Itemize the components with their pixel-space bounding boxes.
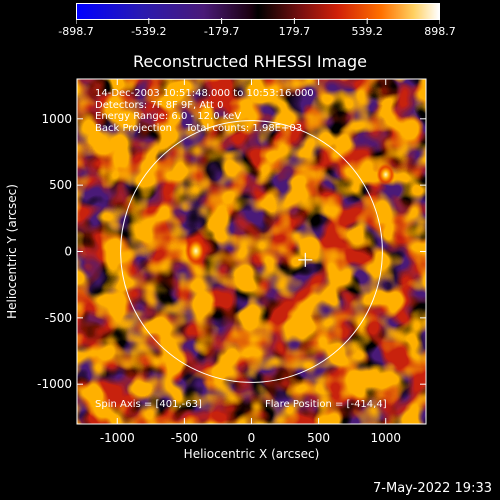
plot-title: Reconstructed RHESSI Image — [133, 52, 367, 71]
x-tick-label: -500 — [171, 431, 198, 445]
y-tick-label: -500 — [45, 311, 72, 325]
colorbar-ticks — [76, 18, 440, 24]
flare-position-label: Flare Position = [-414,4] — [265, 399, 387, 410]
colorbar-tick-label: -539.2 — [131, 25, 167, 38]
colorbar-tick-label: -179.7 — [203, 25, 240, 38]
spin-axis-label: Spin Axis = [401,-63] — [95, 399, 202, 410]
y-tick-label: -1000 — [37, 377, 72, 391]
info-time-range: 14-Dec-2003 10:51:48.000 to 10:53:16.000 — [95, 88, 314, 99]
colorbar-tick-label: 539.2 — [351, 25, 383, 38]
info-detectors: Detectors: 7F 8F 9F, Att 0 — [95, 99, 224, 111]
hot-spot — [184, 235, 207, 266]
solar-disk-circle — [120, 120, 383, 383]
colorbar-tick-label: 898.7 — [424, 25, 456, 38]
x-tick-label: 0 — [248, 431, 256, 445]
x-axis-label: Heliocentric X (arcsec) — [184, 447, 320, 461]
info-energy-range: Energy Range: 6.0 - 12.0 keV — [95, 111, 242, 122]
colorbar — [76, 3, 440, 20]
footer-date: 7-May-2022 19:33 — [373, 481, 492, 496]
spin-axis-marker — [298, 252, 313, 267]
colorbar-tick-label: -898.7 — [58, 25, 94, 38]
heatmap-image — [77, 79, 426, 424]
info-block: 14-Dec-2003 10:51:48.000 to 10:53:16.000… — [95, 88, 314, 134]
x-tick-label: 500 — [307, 431, 330, 445]
y-tick-label: 500 — [49, 178, 72, 192]
x-tick-label: 1000 — [370, 431, 401, 445]
colorbar-tick-label: 179.7 — [278, 25, 311, 38]
info-method: Back Projection — [95, 122, 172, 134]
hot-spot — [376, 163, 395, 186]
y-axis-label: Heliocentric Y (arcsec) — [5, 184, 19, 319]
y-tick-label: 0 — [64, 245, 72, 259]
x-tick-label: -1000 — [100, 431, 135, 445]
y-tick-label: 1000 — [41, 112, 72, 126]
info-total-counts: Total counts: 1.98E+03 — [185, 122, 303, 134]
